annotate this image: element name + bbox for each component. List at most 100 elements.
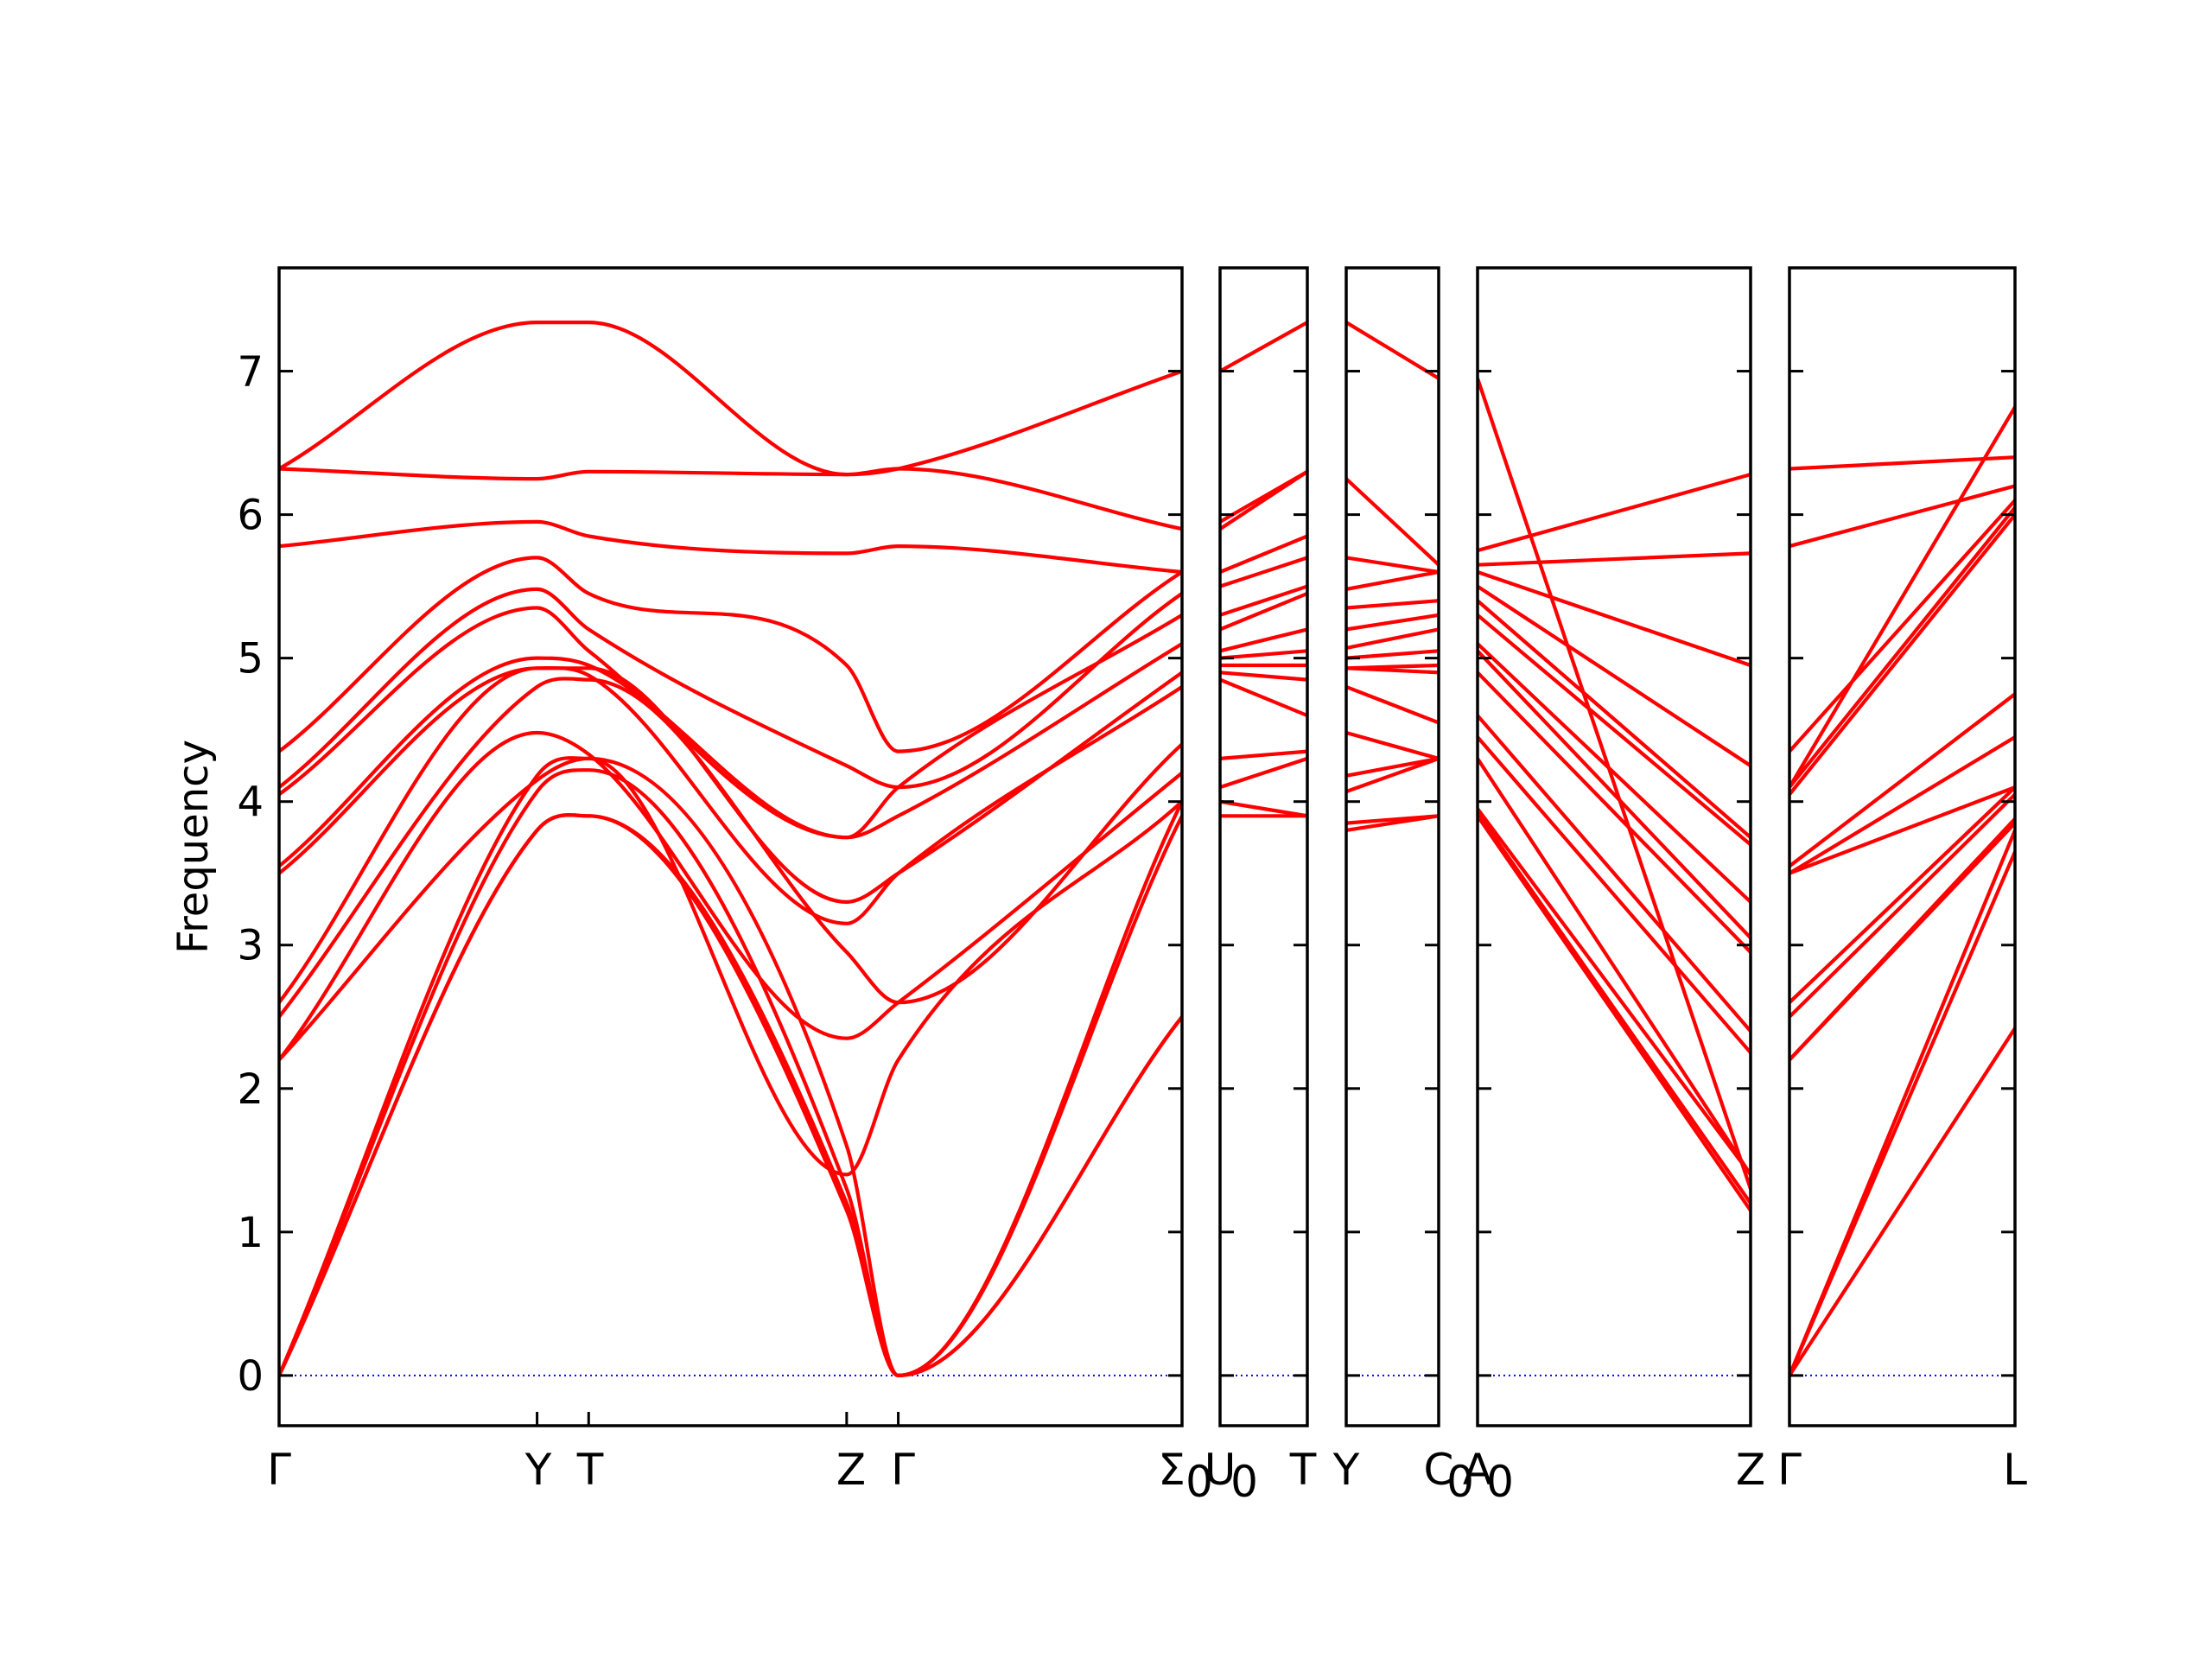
panel-frame (1476, 266, 1752, 1427)
phonon-band-line (1346, 730, 1439, 760)
phonon-band-line (1346, 649, 1439, 660)
phonon-band-line (1346, 756, 1439, 778)
phonon-band-line (1478, 649, 1751, 939)
k-point-label: Γ (891, 1445, 915, 1495)
band-panel-2 (1218, 266, 1309, 1427)
panel-frame (1788, 266, 2017, 1427)
k-point-subscript: 0 (1486, 1457, 1514, 1507)
y-tick-label: 4 (237, 779, 264, 827)
k-point-label: U (1205, 1445, 1236, 1495)
phonon-band-line (1346, 756, 1439, 794)
phonon-band-line (1789, 830, 2015, 1376)
phonon-band-line (1478, 473, 1751, 553)
phonon-band-line (1789, 406, 2015, 789)
phonon-band-line (1478, 815, 1751, 1212)
phonon-band-line (1789, 1027, 2015, 1377)
phonon-band-line (279, 666, 1182, 904)
k-point-label: T (576, 1445, 604, 1495)
k-point-label: A (1463, 1445, 1492, 1495)
phonon-band-line (1789, 792, 2015, 1019)
bands (1789, 406, 2015, 1377)
phonon-band-line (1346, 663, 1439, 671)
k-point-label: C (1424, 1445, 1454, 1495)
bands (279, 321, 1182, 1377)
k-point-label: L (2003, 1445, 2027, 1495)
y-tick-label: 3 (237, 922, 264, 970)
y-tick-label: 1 (237, 1209, 264, 1257)
phonon-band-line (279, 556, 1182, 753)
y-tick-label: 0 (237, 1352, 264, 1401)
panel-frame (1218, 266, 1309, 1427)
phonon-band-line (1478, 599, 1751, 839)
k-point-label: Y (1332, 1445, 1360, 1495)
k-point-subscript: 0 (1185, 1457, 1213, 1507)
phonon-band-line (1478, 671, 1751, 954)
band-panel-4 (1476, 266, 1752, 1427)
phonon-band-line (1220, 627, 1307, 653)
phonon-band-line (1220, 534, 1307, 574)
phonon-band-line (1346, 627, 1439, 651)
y-tick-label: 6 (237, 492, 264, 540)
phonon-band-line (1478, 757, 1751, 1176)
phonon-band-line (1478, 714, 1751, 1033)
phonon-band-line (1220, 321, 1307, 373)
phonon-band-line (1789, 505, 2015, 789)
phonon-band-line (1346, 684, 1439, 725)
phonon-band-line (279, 665, 1182, 1004)
phonon-band-line (279, 756, 1182, 1177)
y-tick-label: 5 (237, 635, 264, 683)
panel-frame (277, 266, 1184, 1427)
y-tick-label: 2 (237, 1065, 264, 1114)
phonon-band-line (1478, 551, 1751, 567)
phonon-band-line (1789, 513, 2015, 796)
phonon-band-line (1346, 613, 1439, 632)
k-point-label: Z (1736, 1445, 1765, 1495)
y-tick-label: 7 (237, 348, 264, 397)
phonon-band-line (1478, 735, 1751, 1054)
y-axis-label: Frequency (169, 740, 218, 954)
band-panel-3 (1344, 266, 1440, 1427)
phonon-band-line (279, 642, 1182, 868)
phonon-band-line (279, 813, 1182, 1377)
phonon-band-line (279, 756, 1182, 1377)
phonon-band-line (1478, 642, 1751, 904)
bands (1220, 321, 1307, 818)
phonon-band-line (1346, 599, 1439, 610)
phonon-band-line (1220, 469, 1307, 524)
phonon-band-line (1346, 477, 1439, 567)
phonon-band-line (1789, 817, 2015, 1062)
phonon-band-line (1478, 570, 1751, 667)
phonon-band-line (1346, 556, 1439, 575)
phonon-band-line (1478, 584, 1751, 767)
phonon-band-line (1789, 735, 2015, 875)
k-point-label: Z (836, 1445, 866, 1495)
band-panel-5 (1788, 266, 2017, 1427)
phonon-band-line (1346, 321, 1439, 380)
phonon-band-line (1220, 749, 1307, 760)
phonon-band-line (279, 467, 1182, 531)
phonon-band-line (1478, 811, 1751, 1205)
phonon-band-line (1789, 484, 2015, 549)
k-point-subscript: 0 (1446, 1457, 1474, 1507)
phonon-band-line (1478, 613, 1751, 847)
phonon-band-line (1220, 677, 1307, 718)
phonon-band-line (1478, 378, 1751, 1190)
phonon-band-line (279, 606, 1182, 840)
phonon-band-line (1789, 785, 2015, 875)
bands (1478, 378, 1751, 1212)
phonon-band-line (1789, 785, 2015, 1004)
band-panel-1 (277, 266, 1184, 1427)
phonon-band-line (279, 768, 1182, 1377)
k-point-subscript: 0 (1230, 1457, 1258, 1507)
phonon-band-line (1346, 814, 1439, 825)
phonon-band-line (1220, 591, 1307, 632)
k-point-label: Γ (267, 1445, 291, 1495)
bands (1346, 321, 1439, 832)
k-point-label: Γ (1777, 1445, 1802, 1495)
k-point-label: Y (524, 1445, 552, 1495)
phonon-band-line (279, 587, 1182, 790)
phonon-band-line (1220, 671, 1307, 682)
phonon-band-line (1789, 499, 2015, 753)
